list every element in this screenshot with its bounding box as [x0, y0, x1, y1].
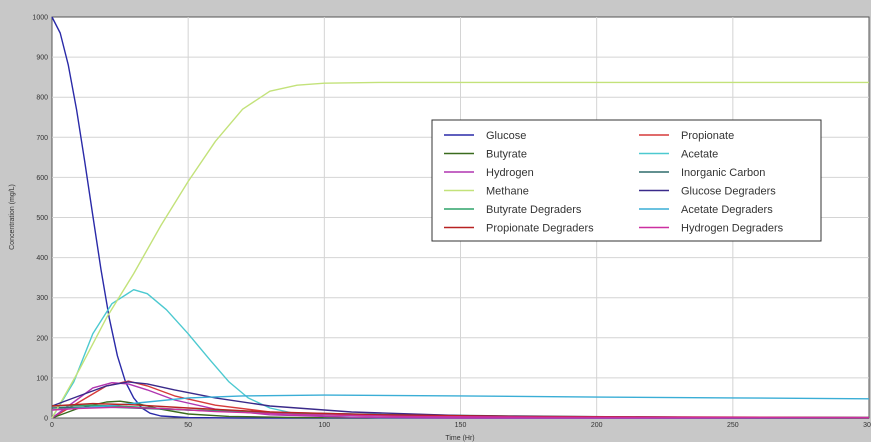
- series-lines: [51, 16, 870, 419]
- x-tick-label: 0: [50, 422, 54, 429]
- series-line-propionate-degraders: [51, 402, 870, 419]
- legend-label: Hydrogen Degraders: [681, 223, 784, 235]
- legend-label: Propionate: [681, 130, 734, 142]
- y-tick-label: 700: [36, 135, 48, 142]
- x-tick-label: 100: [318, 422, 330, 429]
- y-tick-label: 200: [36, 335, 48, 342]
- series-line-methane: [51, 81, 869, 419]
- series-line-hydrogen: [51, 382, 869, 419]
- y-tick-label: 0: [44, 416, 48, 423]
- legend-box: [431, 119, 822, 242]
- x-tick-label: 150: [455, 422, 467, 429]
- legend-label: Glucose: [486, 130, 526, 142]
- y-tick-label: 600: [36, 175, 48, 182]
- legend-label: Acetate Degraders: [681, 204, 773, 216]
- legend-label: Propionate Degraders: [486, 223, 594, 235]
- legend-label: Butyrate: [486, 149, 527, 161]
- y-tick-label: 400: [36, 255, 48, 262]
- y-tick-label: 900: [36, 55, 48, 62]
- legend-label: Acetate: [681, 149, 718, 161]
- x-tick-label: 300: [863, 422, 871, 429]
- x-axis-label: Time (Hr): [445, 435, 474, 442]
- legend-label: Inorganic Carbon: [681, 167, 765, 179]
- axis-ticks: 0 50 100 150 200 250 300 0 100 200 300 400 500 600 700…: [32, 15, 871, 430]
- x-tick-label: 250: [727, 422, 739, 429]
- series-line-hydrogen-degraders: [51, 406, 870, 419]
- y-tick-label: 100: [36, 375, 48, 382]
- legend-label: Butyrate Degraders: [486, 204, 582, 216]
- legend-label: Methane: [486, 186, 529, 198]
- x-tick-label: 200: [591, 422, 603, 429]
- series-line-glucose: [51, 16, 869, 419]
- x-tick-label: 50: [184, 422, 192, 429]
- y-axis-label: Concentration (mg/L): [9, 184, 16, 250]
- y-tick-label: 300: [36, 295, 48, 302]
- y-tick-label: 500: [36, 215, 48, 222]
- legend: Glucose Propionate Butyrate Acetate Hydrogen…: [431, 119, 822, 242]
- legend-label: Hydrogen: [486, 167, 534, 179]
- y-tick-label: 1000: [32, 15, 48, 22]
- legend-label: Glucose Degraders: [681, 186, 776, 198]
- y-tick-label: 800: [36, 95, 48, 102]
